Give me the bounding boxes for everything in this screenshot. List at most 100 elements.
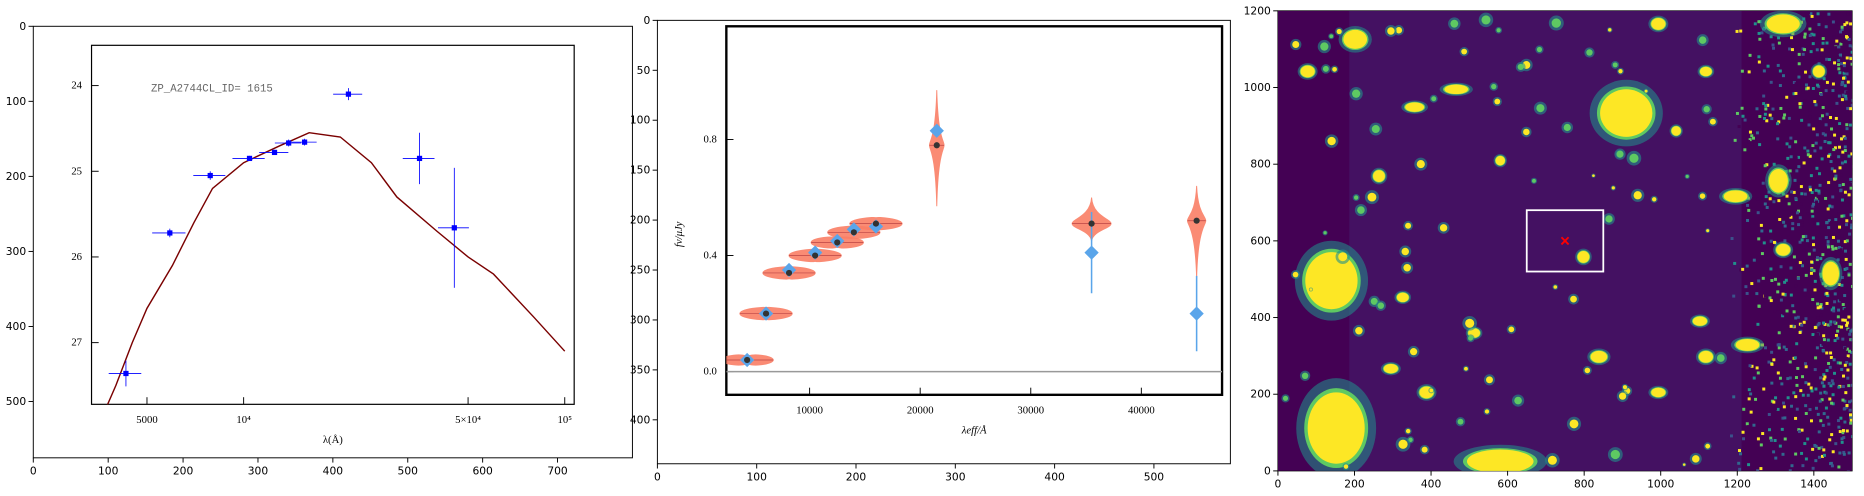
y-tick-label: 300 — [6, 245, 27, 258]
noise-pixel — [1832, 358, 1836, 362]
noise-pixel — [1787, 204, 1791, 208]
x-tick-label: 100 — [98, 464, 119, 477]
noise-pixel — [1819, 146, 1823, 150]
noise-pixel — [1843, 149, 1847, 153]
noise-pixel — [1808, 27, 1812, 31]
noise-pixel — [1783, 280, 1787, 284]
noise-pixel — [1751, 136, 1755, 140]
noise-pixel — [1777, 331, 1781, 335]
noise-pixel — [1794, 416, 1798, 420]
noise-pixel — [1842, 64, 1846, 68]
noise-pixel — [1824, 365, 1828, 369]
noise-pixel — [1851, 103, 1853, 107]
noise-pixel — [1839, 298, 1843, 302]
noise-pixel — [1789, 136, 1793, 140]
source — [1465, 318, 1475, 328]
noise-pixel — [1790, 404, 1794, 408]
noise-pixel — [1820, 114, 1824, 118]
source — [1305, 252, 1358, 310]
noise-pixel — [1800, 323, 1804, 327]
noise-pixel — [1764, 195, 1768, 199]
photometry-point — [123, 370, 129, 377]
noise-pixel — [1800, 451, 1804, 455]
noise-pixel — [1801, 90, 1805, 94]
noise-pixel — [1845, 267, 1849, 271]
noise-pixel — [1824, 196, 1828, 200]
x-tick-label: 800 — [1574, 477, 1595, 490]
noise-pixel — [1848, 123, 1852, 127]
noise-pixel — [1838, 451, 1842, 455]
plot-area — [106, 88, 566, 405]
noise-pixel — [1833, 300, 1837, 304]
noise-pixel — [1850, 223, 1853, 227]
noise-pixel — [1768, 197, 1772, 201]
source — [1692, 316, 1708, 326]
noise-pixel — [1784, 347, 1788, 351]
noise-pixel — [1834, 246, 1838, 250]
noise-pixel — [1849, 186, 1853, 190]
noise-pixel — [1837, 155, 1841, 159]
source — [1600, 89, 1653, 137]
noise-pixel — [1827, 361, 1831, 365]
noise-pixel — [1801, 264, 1805, 268]
noise-pixel — [1812, 243, 1815, 247]
noise-pixel — [1808, 244, 1812, 248]
noise-pixel — [1807, 367, 1811, 371]
y-tick-label: 200 — [6, 170, 27, 183]
noise-pixel — [1845, 123, 1849, 127]
noise-pixel — [1772, 358, 1776, 362]
noise-pixel — [1778, 69, 1782, 73]
noise-pixel — [1800, 238, 1804, 242]
noise-pixel — [1820, 157, 1824, 161]
noise-pixel — [1790, 464, 1794, 468]
noise-pixel — [1787, 202, 1791, 206]
noise-pixel — [1840, 83, 1844, 87]
noise-pixel — [1809, 12, 1813, 16]
noise-pixel — [1845, 127, 1849, 131]
noise-pixel — [1827, 422, 1831, 426]
noise-pixel — [1811, 333, 1815, 337]
x-tick-label: 500 — [1144, 470, 1165, 483]
y-tick-label: 100 — [630, 114, 651, 127]
noise-pixel — [1847, 451, 1851, 455]
noise-pixel — [1825, 368, 1829, 372]
noise-pixel — [1774, 347, 1778, 351]
noise-pixel — [1809, 50, 1813, 54]
noise-pixel — [1827, 381, 1831, 385]
noise-pixel — [1840, 437, 1844, 441]
noise-pixel — [1797, 422, 1801, 426]
noise-pixel — [1750, 282, 1754, 286]
noise-pixel — [1851, 45, 1853, 49]
noise-pixel — [1765, 163, 1769, 167]
source — [1494, 98, 1501, 105]
noise-pixel — [1820, 398, 1824, 402]
noise-pixel — [1827, 323, 1831, 327]
noise-pixel — [1780, 359, 1784, 363]
noise-pixel — [1835, 39, 1839, 43]
noise-pixel — [1792, 310, 1796, 314]
noise-pixel — [1825, 221, 1829, 225]
noise-pixel — [1797, 52, 1801, 56]
photometry-point — [345, 91, 352, 97]
noise-pixel — [1782, 116, 1786, 120]
noise-pixel — [1851, 60, 1853, 64]
noise-pixel — [1849, 415, 1853, 419]
noise-pixel — [1798, 102, 1802, 106]
noise-pixel — [1758, 143, 1762, 147]
x-tick-label: 20000 — [907, 404, 934, 416]
source — [1586, 49, 1593, 56]
noise-pixel — [1777, 304, 1781, 308]
noise-pixel — [1811, 87, 1815, 90]
plot-area — [726, 90, 1223, 373]
noise-pixel — [1823, 435, 1827, 439]
noise-pixel — [1756, 371, 1760, 375]
noise-pixel — [1816, 412, 1820, 416]
noise-pixel — [1830, 379, 1834, 383]
noise-pixel — [1827, 181, 1831, 185]
source — [1611, 186, 1615, 190]
source — [1336, 28, 1342, 35]
noise-pixel — [1818, 120, 1822, 124]
noise-pixel — [1825, 351, 1829, 355]
noise-pixel — [1800, 428, 1804, 432]
noise-pixel — [1846, 376, 1850, 380]
